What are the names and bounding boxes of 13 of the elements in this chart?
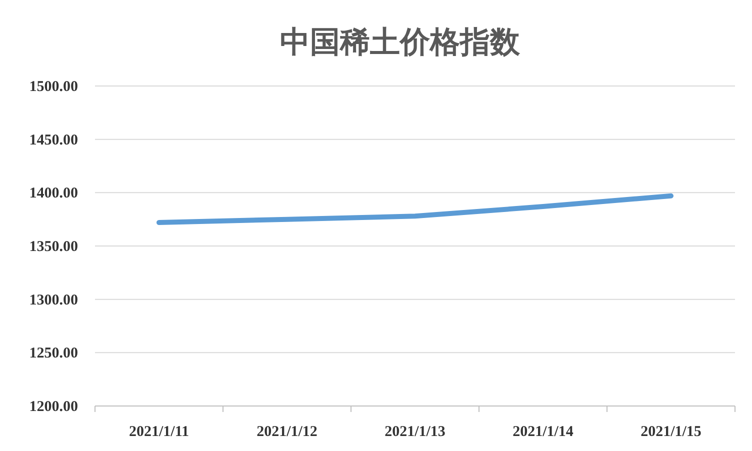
x-tick-label: 2021/1/13 — [384, 424, 446, 440]
x-tick-label: 2021/1/15 — [640, 424, 702, 440]
x-tick-label: 2021/1/14 — [512, 424, 574, 440]
y-tick-label: 1500.00 — [29, 79, 78, 95]
y-tick-label: 1300.00 — [29, 292, 78, 308]
y-tick-label: 1450.00 — [29, 132, 78, 148]
chart-title: 中国稀土价格指数 — [280, 25, 521, 60]
y-tick-label: 1350.00 — [29, 239, 78, 255]
x-tick-label: 2021/1/11 — [128, 424, 190, 440]
y-tick-label: 1200.00 — [29, 399, 78, 415]
y-tick-label: 1250.00 — [29, 346, 78, 362]
x-tick-label: 2021/1/12 — [256, 424, 318, 440]
y-tick-label: 1400.00 — [29, 186, 78, 202]
